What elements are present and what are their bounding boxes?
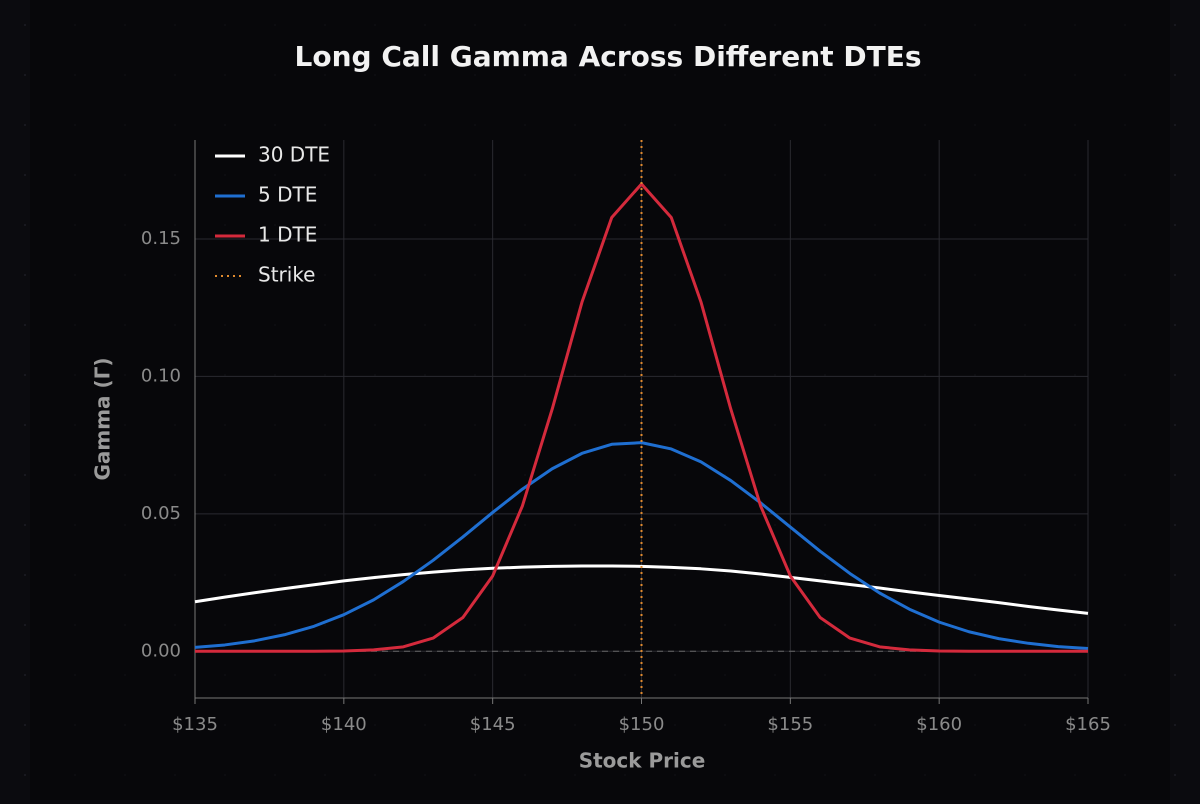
legend-label: 1 DTE bbox=[258, 223, 317, 247]
x-tick-label: $140 bbox=[321, 714, 367, 735]
x-tick-label: $145 bbox=[470, 714, 516, 735]
y-tick-label: 0.00 bbox=[141, 640, 181, 661]
x-tick-label: $135 bbox=[172, 714, 218, 735]
chart-title: Long Call Gamma Across Different DTEs bbox=[295, 40, 922, 73]
y-tick-label: 0.10 bbox=[141, 365, 181, 386]
x-axis-label: Stock Price bbox=[579, 749, 706, 773]
x-tick-label: $165 bbox=[1065, 714, 1111, 735]
series-line bbox=[194, 441, 1089, 651]
x-tick-label: $155 bbox=[767, 714, 813, 735]
x-tick-label: $160 bbox=[916, 714, 962, 735]
y-tick-label: 0.15 bbox=[141, 228, 181, 249]
x-tick-label: $150 bbox=[619, 714, 665, 735]
panel bbox=[30, 0, 1170, 800]
y-tick-label: 0.05 bbox=[141, 503, 181, 524]
legend-label: 5 DTE bbox=[258, 183, 317, 207]
y-axis-label: Gamma (Γ) bbox=[91, 357, 115, 480]
legend-label: Strike bbox=[258, 263, 316, 287]
legend-label: 30 DTE bbox=[258, 143, 330, 167]
